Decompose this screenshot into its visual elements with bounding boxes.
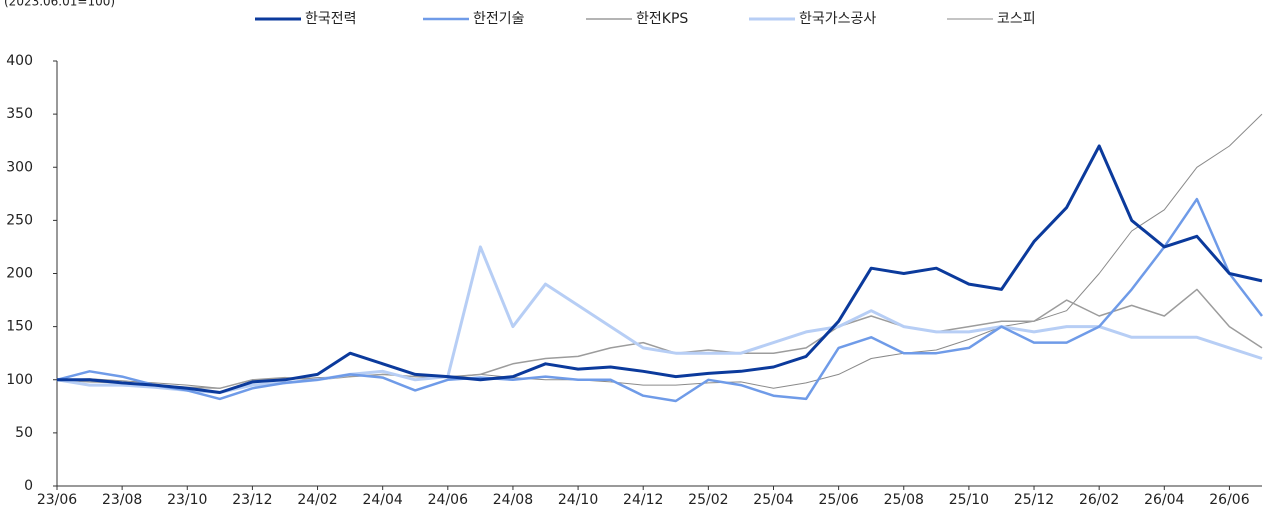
x-tick-label: 25/04 — [753, 492, 793, 508]
legend-label: 코스피 — [997, 11, 1036, 27]
x-tick-label: 26/02 — [1079, 492, 1119, 508]
x-tick-label: 24/02 — [297, 492, 337, 508]
x-tick-label: 23/06 — [37, 492, 77, 508]
x-tick-label: 25/08 — [884, 492, 924, 508]
x-tick-label: 24/08 — [493, 492, 533, 508]
x-tick-label: 23/10 — [167, 492, 207, 508]
legend-label: 한전KPS — [636, 11, 688, 27]
x-tick-label: 24/06 — [428, 492, 468, 508]
x-tick-label: 24/04 — [362, 492, 402, 508]
x-tick-label: 23/08 — [102, 492, 142, 508]
y-tick-label: 200 — [6, 266, 33, 282]
x-tick-label: 25/02 — [688, 492, 728, 508]
y-tick-label: 250 — [6, 212, 33, 228]
x-tick-label: 23/12 — [232, 492, 272, 508]
x-tick-label: 24/10 — [558, 492, 598, 508]
legend-label: 한국가스공사 — [799, 11, 876, 27]
x-tick-label: 25/12 — [1014, 492, 1054, 508]
x-tick-label: 26/04 — [1144, 492, 1184, 508]
series-line — [56, 288, 1263, 390]
y-tick-label: 150 — [6, 319, 33, 335]
y-tick-label: 100 — [6, 372, 33, 388]
y-tick-label: 0 — [24, 478, 33, 494]
series-line — [56, 197, 1263, 403]
legend-label: 한국전력 — [305, 11, 357, 27]
x-tick-label: 25/06 — [818, 492, 858, 508]
y-tick-label: 50 — [15, 425, 33, 441]
y-tick-label: 350 — [6, 106, 33, 122]
y-tick-label: 300 — [6, 159, 33, 175]
legend-label: 한전기술 — [473, 11, 525, 27]
y-tick-label: 400 — [6, 53, 33, 69]
x-tick-label: 25/10 — [949, 492, 989, 508]
x-tick-label: 24/12 — [623, 492, 663, 508]
x-tick-label: 26/06 — [1209, 492, 1249, 508]
series-line — [57, 144, 1263, 394]
series-line — [56, 245, 1263, 394]
chart-subtitle: (2023.06.01=100) — [4, 0, 115, 9]
